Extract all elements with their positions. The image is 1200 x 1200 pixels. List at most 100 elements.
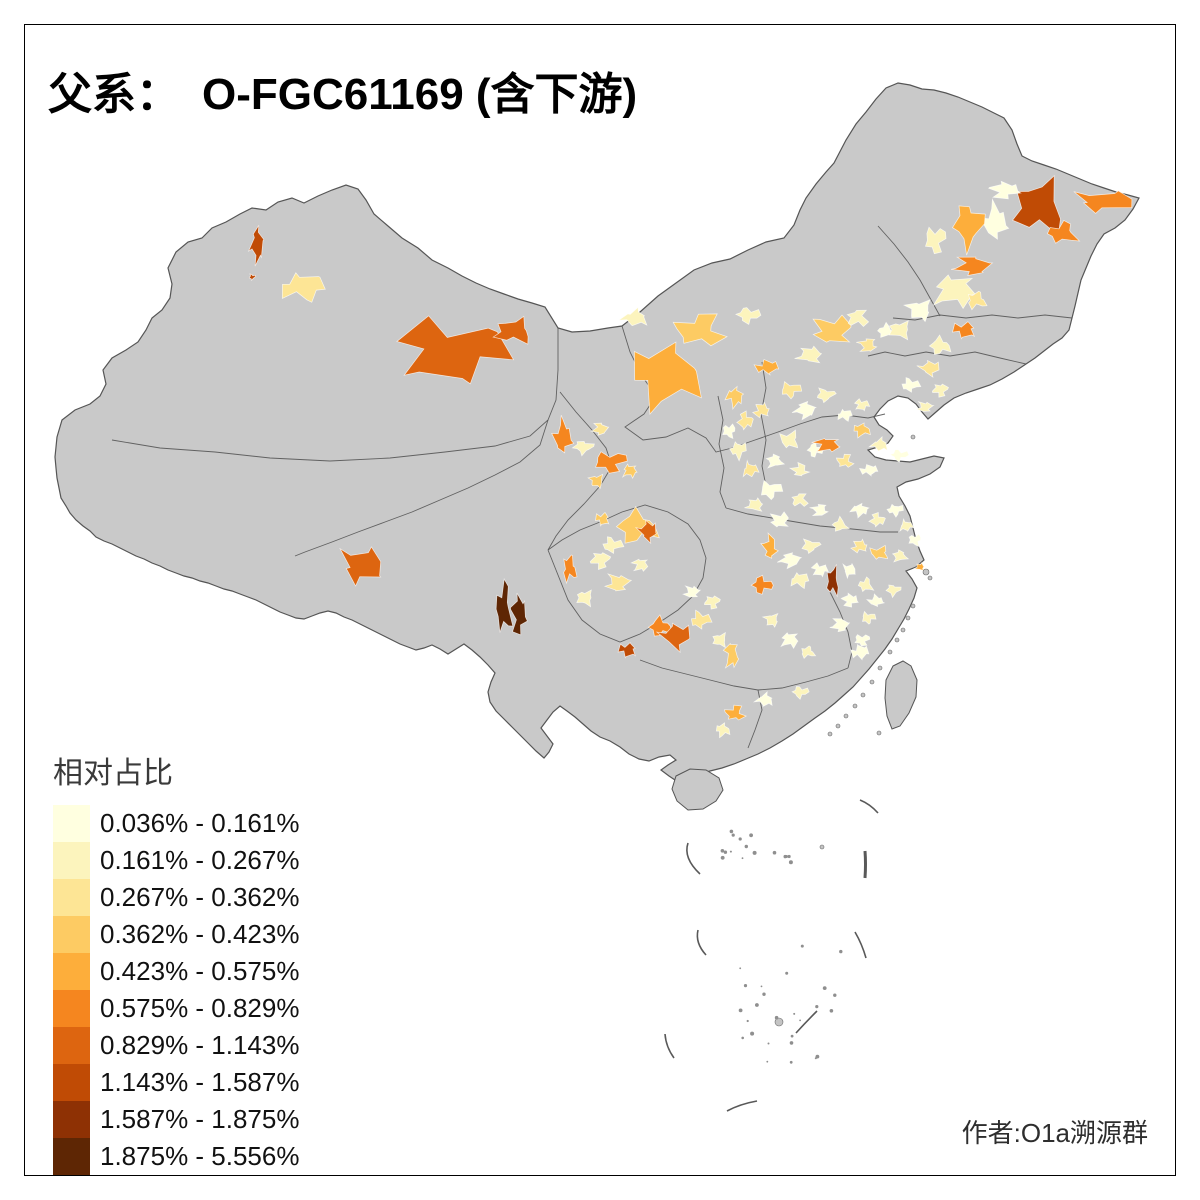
legend-row: 1.587% - 1.875% — [53, 1101, 299, 1138]
legend-label: 0.575% - 0.829% — [100, 993, 300, 1023]
legend-title: 相对占比 — [53, 757, 173, 790]
prefecture-region — [952, 205, 986, 256]
prefecture-region — [712, 631, 726, 649]
legend-label: 1.875% - 5.556% — [100, 1141, 300, 1171]
prefecture-region — [602, 536, 625, 555]
sea-island-dot — [743, 984, 748, 988]
prefecture-region — [281, 272, 326, 303]
prefecture-region — [777, 552, 803, 570]
prefecture-region — [742, 459, 760, 478]
sea-island-dot — [744, 844, 748, 849]
prefecture-region — [901, 377, 922, 393]
sea-island-dot — [741, 857, 744, 860]
prefecture-region — [722, 423, 736, 439]
legend: 相对占比 0.036% - 0.161% 0.161% - 0.267% 0.267… — [53, 748, 299, 1175]
prefecture-region — [925, 226, 947, 255]
prefecture-region — [761, 612, 779, 628]
prefecture-region — [1073, 190, 1133, 214]
coastal-island-dot — [887, 649, 893, 655]
coastal-island-dot — [843, 713, 849, 719]
sea-island-dot — [789, 1060, 793, 1064]
prefecture-region — [794, 345, 823, 364]
sea-island-dot — [800, 944, 804, 948]
title-haplogroup: O-FGC61169 (含下游) — [202, 70, 638, 119]
prefecture-region — [595, 512, 610, 527]
sea-island-dot — [788, 860, 793, 865]
prefecture-region — [889, 449, 910, 463]
coastal-island-dot — [910, 603, 916, 609]
prefecture-region — [396, 315, 515, 385]
coastal-island-dot — [910, 434, 916, 440]
sea-island-dot — [815, 1054, 820, 1059]
prefecture-region — [729, 441, 747, 462]
sea-island-dot — [720, 849, 725, 853]
prefecture-region — [724, 385, 745, 410]
prefecture-region — [868, 435, 888, 452]
prefecture-region — [595, 451, 628, 474]
coastal-island-dot — [894, 637, 900, 643]
prefecture-region — [760, 479, 784, 501]
sea-island-dot — [766, 1060, 769, 1063]
sea-island-dot — [772, 850, 777, 855]
prefecture-region — [576, 589, 592, 608]
province-border — [547, 391, 613, 551]
coastal-island-dot — [876, 730, 882, 736]
prefecture-region — [967, 290, 988, 311]
prefecture-region — [617, 641, 636, 659]
prefecture-region — [551, 414, 575, 454]
prefecture-region — [831, 515, 851, 532]
legend-row: 0.267% - 0.362% — [53, 879, 299, 916]
legend-swatch — [53, 805, 90, 842]
mainland-outline — [54, 82, 1140, 788]
sea-island-dot — [774, 1015, 779, 1020]
coastal-island-dot — [827, 731, 833, 737]
sea-island-dot — [787, 854, 791, 859]
prefecture-region — [899, 518, 915, 532]
prefecture-region — [865, 593, 886, 608]
prefecture-region — [724, 704, 747, 721]
prefecture-region — [779, 429, 799, 449]
prefecture-region — [722, 642, 740, 669]
legend-row: 0.423% - 0.575% — [53, 953, 299, 990]
legend-swatch — [53, 842, 90, 879]
coastal-island-dot — [927, 575, 933, 581]
sea-island-dot — [762, 992, 766, 996]
legend-swatch — [53, 1027, 90, 1064]
province-border — [294, 419, 549, 557]
prefecture-region — [853, 422, 871, 439]
sea-island-dot — [750, 1031, 755, 1036]
prefecture-region — [510, 592, 528, 636]
prefecture-region — [788, 461, 811, 477]
hainan-island — [671, 768, 724, 811]
sea-island-dot — [839, 949, 843, 954]
legend-row: 0.575% - 0.829% — [53, 990, 299, 1027]
province-border — [725, 507, 898, 533]
legend-row: 0.036% - 0.161% — [53, 805, 299, 842]
sea-island-dot — [833, 993, 837, 997]
prefecture-region — [858, 463, 879, 477]
prefecture-region — [1046, 220, 1081, 244]
legend-swatch — [53, 1064, 90, 1101]
sea-island-dot — [785, 971, 789, 975]
taiwan-island — [884, 660, 918, 730]
prefecture-region — [672, 313, 728, 347]
sea-island-dot — [746, 1019, 749, 1023]
prefecture-region — [780, 632, 799, 649]
prefecture-region — [806, 441, 824, 458]
prefecture-region — [908, 533, 922, 548]
title-prefix: 父系： — [48, 70, 180, 119]
prefecture-region — [829, 618, 851, 633]
prefecture-region — [791, 493, 809, 507]
plot-frame-border — [24, 24, 1176, 1176]
legend-label: 1.587% - 1.875% — [100, 1104, 300, 1134]
prefecture-region — [856, 338, 878, 352]
province-border — [760, 361, 767, 487]
prefecture-region — [791, 400, 817, 421]
sea-island-dot — [767, 1042, 770, 1045]
prefecture-region — [781, 380, 803, 400]
prefecture-region — [891, 549, 910, 563]
prefecture-region — [886, 503, 904, 518]
prefecture-region — [751, 401, 770, 419]
sea-boundary-dash — [863, 850, 867, 879]
